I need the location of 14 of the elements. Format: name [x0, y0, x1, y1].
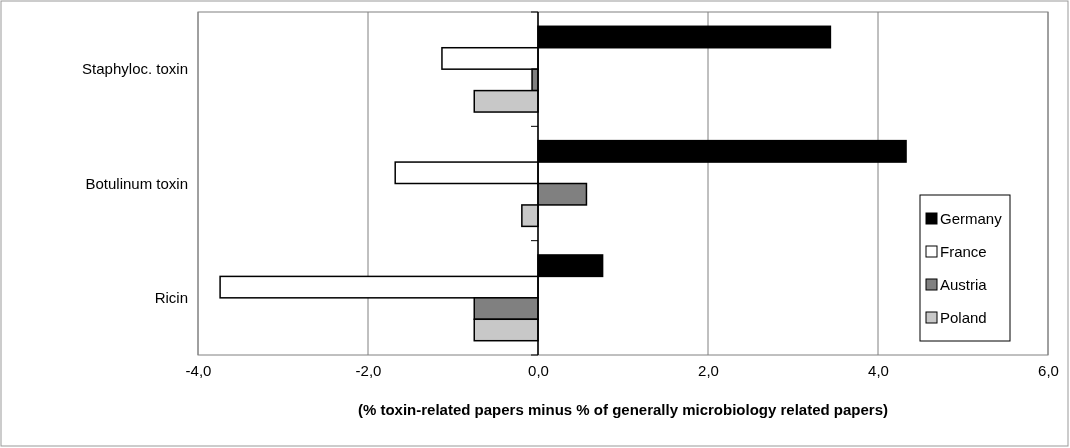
- x-tick-label: -4,0: [185, 361, 212, 379]
- x-tick-label: 2,0: [698, 361, 719, 379]
- x-axis-title: (% toxin-related papers minus % of generally microbiology related papers): [357, 401, 889, 418]
- y-tick-label: Botulinum toxin: [85, 174, 188, 192]
- legend-label: Poland: [940, 309, 987, 327]
- x-tick-label: 4,0: [868, 361, 889, 379]
- legend-label: Germany: [940, 210, 1003, 228]
- y-tick-label: Staphyloc. toxin: [82, 60, 188, 78]
- y-tick-label: Ricin: [154, 289, 188, 307]
- x-tick-label: -2,0: [355, 361, 382, 379]
- legend-label: France: [940, 243, 987, 261]
- legend-label: Austria: [940, 276, 988, 294]
- x-tick-label: 6,0: [1038, 361, 1059, 379]
- x-tick-label: 0,0: [528, 361, 549, 379]
